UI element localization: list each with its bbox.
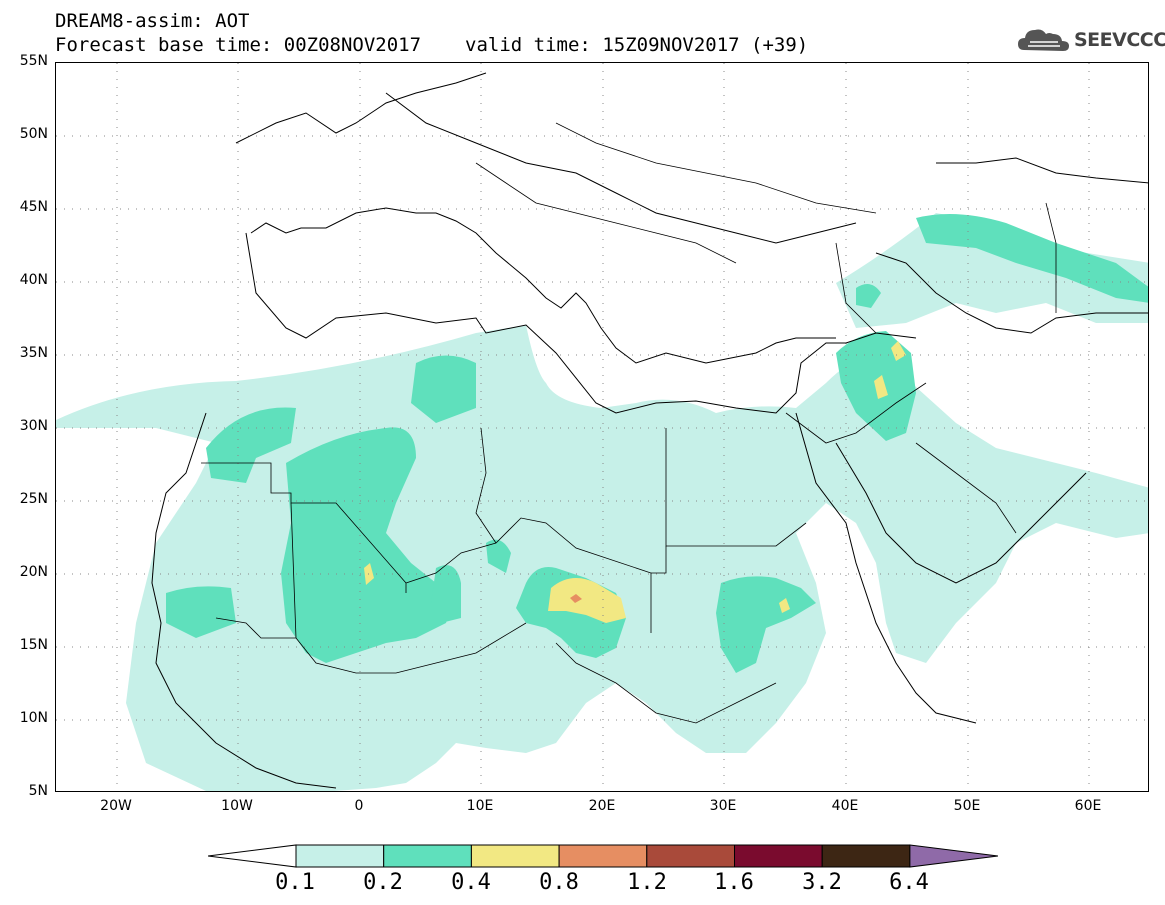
- lon-label: 60E: [1074, 798, 1102, 814]
- map-title: DREAM8-assim: AOT: [55, 10, 250, 32]
- logo-text: SEEVCCC: [1074, 29, 1165, 51]
- lon-label: 40E: [831, 798, 859, 814]
- aot-0.1-0.2-layer: [56, 213, 1148, 791]
- cloud-icon: [1018, 29, 1069, 51]
- valid-time: valid time: 15Z09NOV2017 (+39): [465, 34, 809, 56]
- aot-0.4-0.8-layer: [364, 341, 906, 623]
- lat-label: 35N: [19, 345, 48, 361]
- colorbar-label: 1.2: [627, 870, 667, 895]
- country-borders: [201, 122, 1057, 724]
- colorbar-label: 0.2: [363, 870, 403, 895]
- colorbar-cell: [821, 844, 911, 868]
- colorbar-label: 6.4: [889, 870, 929, 895]
- map-panel: [55, 62, 1149, 792]
- lat-label: 25N: [19, 491, 48, 507]
- colorbar-below-arrow: [208, 844, 297, 868]
- graticule: [56, 63, 1148, 791]
- map-subtitle: Forecast base time: 00Z08NOV2017 valid ti…: [55, 34, 808, 56]
- coastlines: [151, 72, 1148, 789]
- colorbar-cell: [383, 844, 472, 868]
- lat-label: 45N: [19, 199, 48, 215]
- colorbar-cell: [734, 844, 823, 868]
- colorbar-cell: [558, 844, 648, 868]
- lon-label: 0: [354, 798, 364, 814]
- aot-0.8-1.2-layer: [570, 594, 582, 603]
- lat-label: 15N: [19, 637, 48, 653]
- lat-label: 40N: [19, 272, 48, 288]
- base-time: Forecast base time: 00Z08NOV2017: [55, 34, 422, 56]
- aot-map: [56, 63, 1148, 791]
- lon-label: 20E: [588, 798, 616, 814]
- colorbar-label: 0.4: [451, 870, 491, 895]
- lon-label: 10E: [466, 798, 494, 814]
- colorbar-label: 1.6: [714, 870, 754, 895]
- lon-label: 10W: [221, 798, 253, 814]
- lat-label: 10N: [19, 710, 48, 726]
- colorbar: [208, 844, 998, 868]
- lat-label: 50N: [19, 126, 48, 142]
- colorbar-label: 0.1: [275, 870, 315, 895]
- lat-label: 55N: [19, 53, 48, 69]
- colorbar-above-arrow: [909, 844, 998, 868]
- colorbar-cell: [646, 844, 735, 868]
- lon-label: 50E: [953, 798, 981, 814]
- lon-label: 20W: [100, 798, 132, 814]
- lat-label: 30N: [19, 418, 48, 434]
- colorbar-cell: [295, 844, 385, 868]
- lon-label: 30E: [709, 798, 737, 814]
- colorbar-label: 0.8: [539, 870, 579, 895]
- colorbar-label: 3.2: [802, 870, 842, 895]
- lat-label: 5N: [28, 783, 48, 799]
- lat-label: 20N: [19, 564, 48, 580]
- seevccc-logo: SEEVCCC: [1016, 24, 1165, 58]
- colorbar-cell: [470, 844, 560, 868]
